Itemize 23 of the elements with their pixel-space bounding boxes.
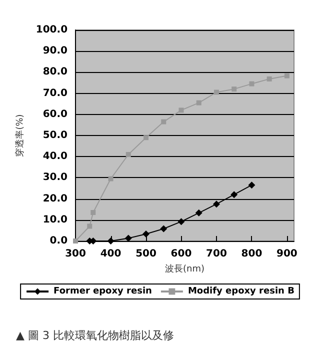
y-tick-label: 10.0 [42, 214, 68, 226]
x-tick-label: 500 [136, 248, 156, 260]
y-tick-label: 50.0 [42, 130, 68, 141]
x-tick-label: 800 [241, 248, 262, 260]
y-tick-label: 60.0 [42, 108, 68, 120]
y-tick-label: 70.0 [42, 88, 68, 99]
legend-label: Modify epoxy resin B [188, 286, 295, 296]
y-tick-label: 20.0 [42, 193, 68, 204]
y-tick-label: 80.0 [42, 66, 68, 78]
y-tick-label: 100.0 [36, 24, 68, 36]
y-tick-label: 40.0 [42, 151, 68, 162]
x-tick-label: 300 [65, 248, 86, 260]
y-tick-label: 90.0 [42, 46, 68, 57]
x-tick-label: 600 [170, 248, 192, 260]
x-tick-label: 700 [206, 248, 227, 260]
x-axis-title: 波長(nm) [165, 264, 205, 274]
x-tick-label: 400 [100, 248, 122, 260]
legend-label: Former epoxy resin [54, 286, 152, 296]
y-axis-title: 穿透率(%) [14, 114, 26, 157]
y-tick-label: 0.0 [50, 236, 68, 246]
x-tick-label: 900 [276, 248, 298, 260]
text: ▲ 圖 3 比較環氧化物樹脂以及修 [16, 329, 174, 342]
y-tick-label: 30.0 [42, 172, 68, 184]
